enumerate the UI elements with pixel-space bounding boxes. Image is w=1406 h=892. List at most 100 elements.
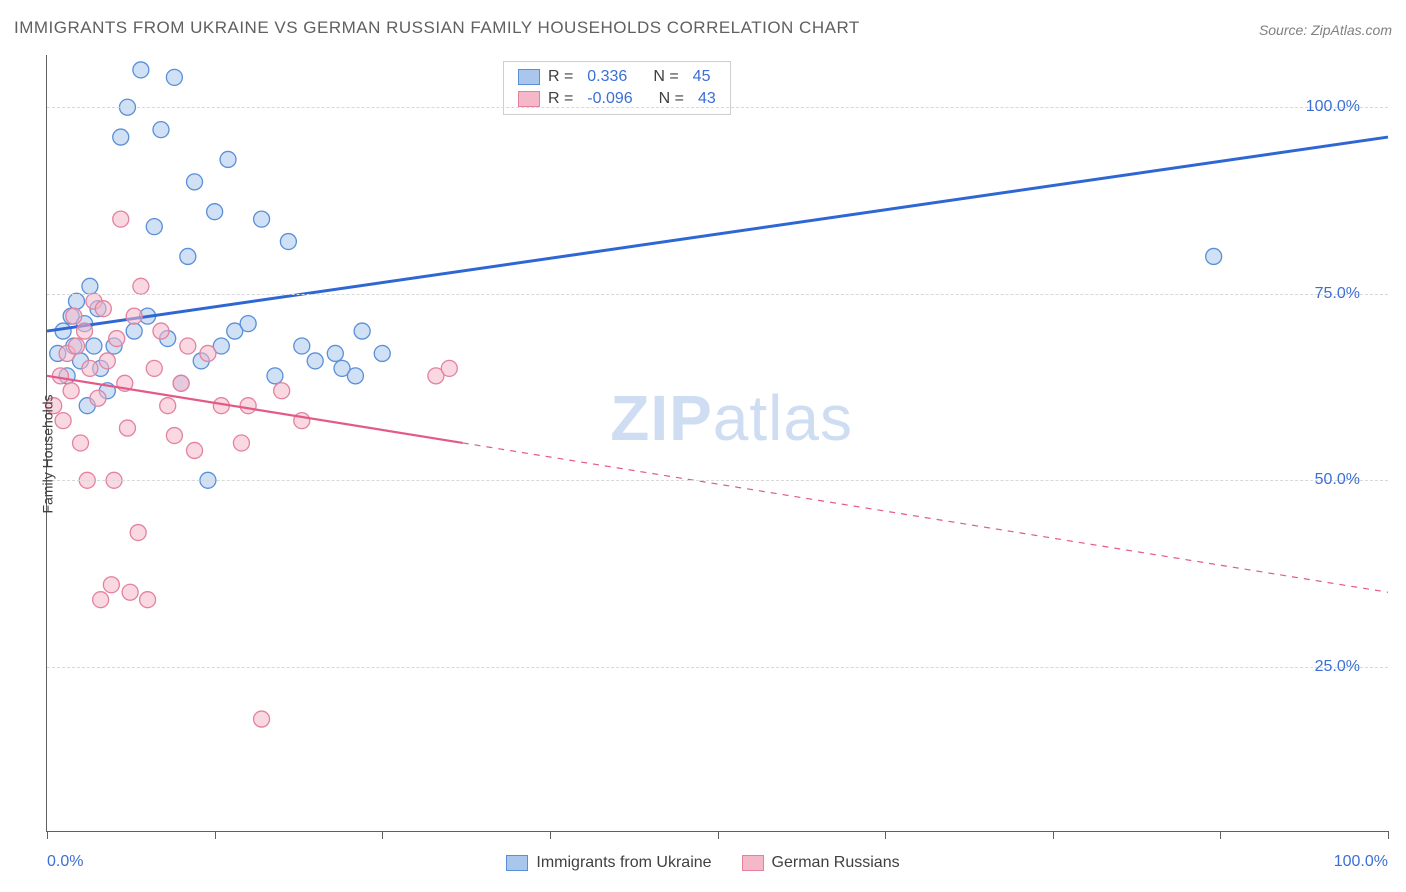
data-point [294, 338, 310, 354]
data-point [180, 248, 196, 264]
data-point [69, 293, 85, 309]
gridline [47, 667, 1388, 668]
plot-area: ZIPatlas R =0.336N =45R =-0.096N =43 25.… [46, 55, 1388, 832]
legend-r-value: -0.096 [587, 90, 632, 108]
legend-swatch [518, 69, 540, 85]
legend-series-item: German Russians [742, 854, 900, 872]
data-point [99, 353, 115, 369]
legend-r-label: R = [548, 68, 573, 86]
legend-series-label: Immigrants from Ukraine [536, 854, 711, 872]
data-point [220, 151, 236, 167]
chart-title: IMMIGRANTS FROM UKRAINE VS GERMAN RUSSIA… [14, 18, 860, 38]
data-point [66, 308, 82, 324]
y-tick-label: 75.0% [1315, 285, 1360, 303]
data-point [254, 211, 270, 227]
data-point [90, 390, 106, 406]
gridline [47, 294, 1388, 295]
data-point [69, 338, 85, 354]
data-point [55, 323, 71, 339]
trend-line [47, 137, 1388, 331]
legend-swatch [518, 91, 540, 107]
x-tick [718, 831, 719, 839]
data-point [113, 129, 129, 145]
x-tick [382, 831, 383, 839]
legend-row: R = 0.336 N = 45 [504, 66, 730, 88]
legend-r-value: 0.336 [587, 68, 627, 86]
legend-swatch [742, 855, 764, 871]
data-point [133, 62, 149, 78]
data-point [347, 368, 363, 384]
legend-series-item: Immigrants from Ukraine [506, 854, 711, 872]
data-point [126, 323, 142, 339]
data-point [113, 211, 129, 227]
legend-n-label: N = [653, 68, 678, 86]
data-point [180, 338, 196, 354]
data-point [173, 375, 189, 391]
data-point [354, 323, 370, 339]
data-point [254, 711, 270, 727]
gridline [47, 480, 1388, 481]
legend-n-value: 43 [698, 90, 716, 108]
x-tick [550, 831, 551, 839]
data-point [153, 323, 169, 339]
data-point [200, 345, 216, 361]
data-point [130, 525, 146, 541]
data-point [95, 301, 111, 317]
data-point [133, 278, 149, 294]
x-tick [1388, 831, 1389, 839]
data-point [233, 435, 249, 451]
x-tick [1053, 831, 1054, 839]
data-point [274, 383, 290, 399]
legend-series-label: German Russians [772, 854, 900, 872]
data-point [82, 278, 98, 294]
data-point [122, 584, 138, 600]
y-tick-label: 25.0% [1315, 658, 1360, 676]
data-point [166, 428, 182, 444]
data-point [240, 398, 256, 414]
legend-series: Immigrants from Ukraine German Russians [0, 854, 1406, 872]
data-point [307, 353, 323, 369]
data-point [82, 360, 98, 376]
legend-swatch [506, 855, 528, 871]
data-point [374, 345, 390, 361]
x-tick [885, 831, 886, 839]
data-point [327, 345, 343, 361]
data-point [119, 420, 135, 436]
data-point [146, 219, 162, 235]
data-point [240, 316, 256, 332]
data-point [187, 174, 203, 190]
x-tick [47, 831, 48, 839]
data-point [55, 413, 71, 429]
data-point [441, 360, 457, 376]
legend-n-value: 45 [693, 68, 711, 86]
data-point [63, 383, 79, 399]
y-tick-label: 50.0% [1315, 471, 1360, 489]
legend-n-label: N = [659, 90, 684, 108]
data-point [93, 592, 109, 608]
data-point [280, 234, 296, 250]
source-attribution: Source: ZipAtlas.com [1259, 22, 1392, 38]
data-point [187, 442, 203, 458]
x-tick [1220, 831, 1221, 839]
y-axis-label: Family Households [40, 394, 56, 513]
y-tick-label: 100.0% [1306, 98, 1360, 116]
data-point [140, 592, 156, 608]
data-point [146, 360, 162, 376]
legend-r-label: R = [548, 90, 573, 108]
data-point [1206, 248, 1222, 264]
data-point [160, 398, 176, 414]
trend-line [47, 376, 463, 443]
plot-svg [47, 55, 1388, 831]
chart-container: IMMIGRANTS FROM UKRAINE VS GERMAN RUSSIA… [0, 0, 1406, 892]
data-point [73, 435, 89, 451]
trend-line-extrapolated [463, 443, 1388, 592]
data-point [166, 69, 182, 85]
data-point [267, 368, 283, 384]
data-point [153, 122, 169, 138]
data-point [86, 338, 102, 354]
data-point [126, 308, 142, 324]
data-point [77, 323, 93, 339]
x-tick [215, 831, 216, 839]
data-point [103, 577, 119, 593]
gridline [47, 107, 1388, 108]
